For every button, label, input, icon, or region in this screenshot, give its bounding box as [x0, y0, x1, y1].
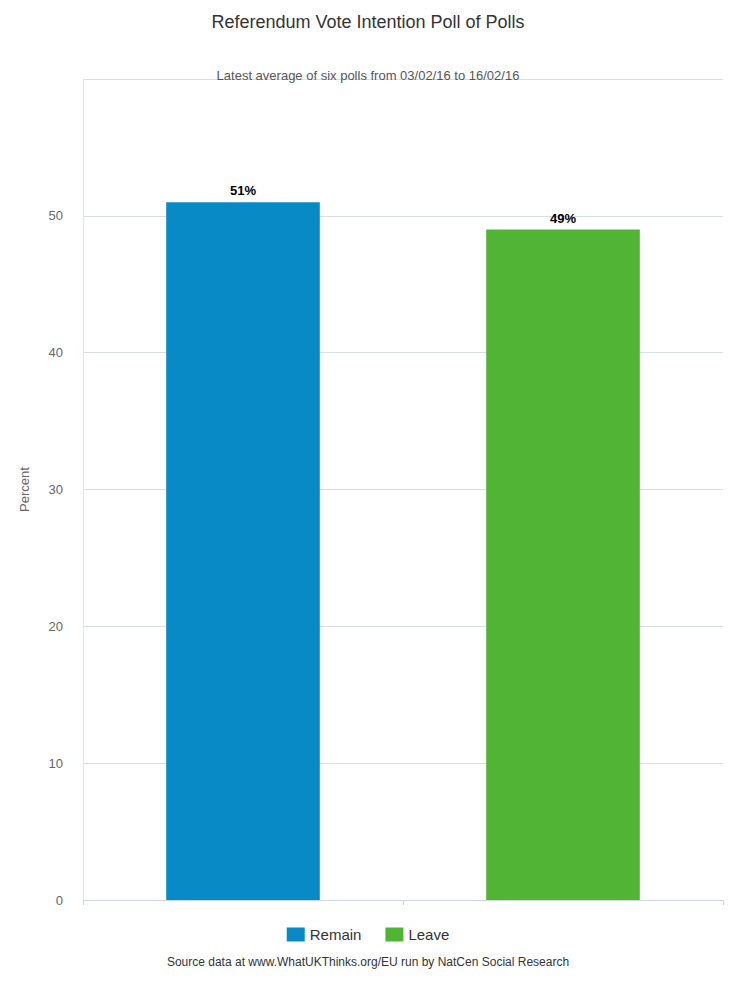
svg-text:20: 20 — [49, 619, 63, 634]
svg-text:0: 0 — [56, 893, 63, 908]
svg-text:49%: 49% — [550, 211, 576, 226]
svg-text:Percent: Percent — [17, 467, 32, 512]
svg-text:40: 40 — [49, 345, 63, 360]
svg-text:Latest average of six polls fr: Latest average of six polls from 03/02/1… — [217, 68, 520, 83]
svg-text:51%: 51% — [230, 183, 256, 198]
svg-text:Referendum Vote Intention Poll: Referendum Vote Intention Poll of Polls — [211, 12, 524, 32]
svg-text:Remain: Remain — [310, 926, 362, 943]
svg-text:Leave: Leave — [408, 926, 449, 943]
svg-text:30: 30 — [49, 482, 63, 497]
svg-text:Source data at www.WhatUKThink: Source data at www.WhatUKThinks.org/EU r… — [167, 955, 569, 969]
svg-text:50: 50 — [49, 208, 63, 223]
svg-text:10: 10 — [49, 756, 63, 771]
